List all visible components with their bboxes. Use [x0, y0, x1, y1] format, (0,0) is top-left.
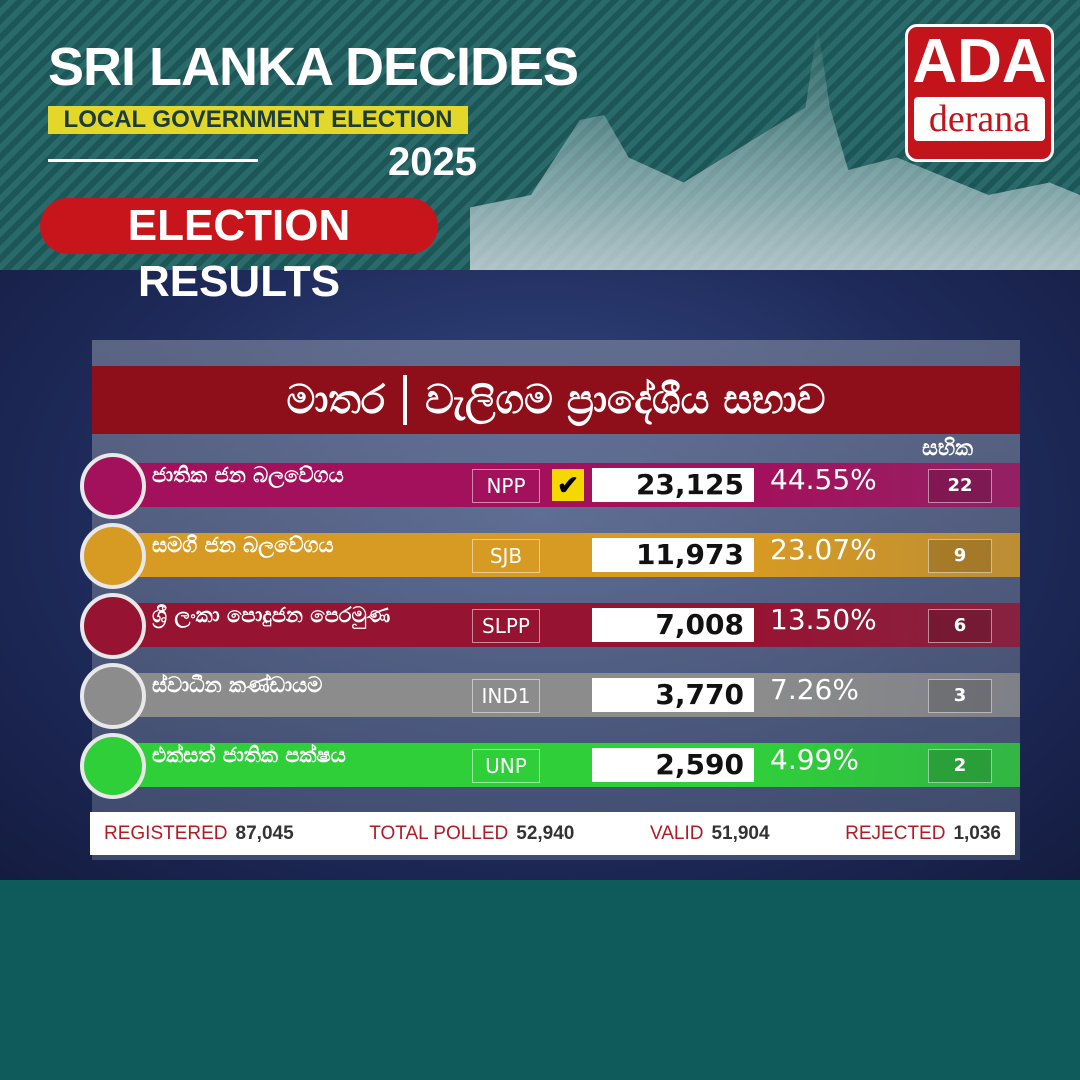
winner-check: ✔ [552, 469, 584, 501]
votes: 23,125 [592, 468, 754, 502]
subtitle: LOCAL GOVERNMENT ELECTION [48, 106, 468, 134]
party-name: සමගි ජන බලවේගය [152, 533, 334, 557]
party-name: ශ්‍රී ලංකා පොදුජන පෙරමුණ [152, 603, 391, 627]
percent: 4.99% [770, 743, 859, 776]
party-name: එක්සත් ජාතික පක්ෂය [152, 743, 346, 767]
title: SRI LANKA DECIDES [48, 37, 579, 97]
party-row: ශ්‍රී ලංකා පොදුජන පෙරමුණ SLPP 7,008 13.50% 6 [80, 593, 1020, 659]
year: 2025 [388, 140, 477, 184]
stat: REJECTED 1,036 [845, 823, 1001, 845]
stat-label: REJECTED [845, 822, 946, 844]
stat-value: 1,036 [953, 822, 1001, 844]
logo: ADA derana [905, 24, 1054, 162]
percent: 23.07% [770, 533, 877, 566]
row-background [130, 743, 1020, 787]
percent: 44.55% [770, 463, 877, 496]
seats: 3 [928, 679, 992, 713]
seats: 2 [928, 749, 992, 783]
seats: 6 [928, 609, 992, 643]
footer: REGISTERED 87,045 TOTAL POLLED 52,940 VALID 5… [90, 812, 1015, 855]
party-name: ජාතික ජන බලවේගය [152, 463, 344, 487]
stat-label: REGISTERED [104, 822, 228, 844]
stat-value: 87,045 [235, 822, 294, 844]
row-background [130, 533, 1020, 577]
party-abbr: UNP [472, 749, 540, 783]
stat: REGISTERED 87,045 [104, 823, 294, 845]
party-icon [80, 523, 146, 589]
votes: 3,770 [592, 678, 754, 712]
party-abbr: IND1 [472, 679, 540, 713]
party-row: ස්වාධීන කණ්ඩායම IND1 3,770 7.26% 3 [80, 663, 1020, 729]
seats: 9 [928, 539, 992, 573]
divider [403, 375, 408, 425]
party-icon [80, 733, 146, 799]
party-abbr: SLPP [472, 609, 540, 643]
votes: 7,008 [592, 608, 754, 642]
party-icon [80, 663, 146, 729]
stat-label: TOTAL POLLED [369, 822, 509, 844]
badge: ELECTION RESULTS [40, 198, 438, 306]
row-background [130, 673, 1020, 717]
stat-value: 51,904 [711, 822, 770, 844]
votes: 11,973 [592, 538, 754, 572]
row-background [130, 603, 1020, 647]
stat: TOTAL POLLED 52,940 [369, 823, 574, 845]
party-name: ස්වාධීන කණ්ඩායම [152, 673, 323, 697]
votes: 2,590 [592, 748, 754, 782]
party-icon [80, 453, 146, 519]
rule [48, 159, 258, 162]
board-title: මාතර වැලිගම ප්‍රාදේශීය සභාව [92, 366, 1020, 434]
seats-header: සභික [922, 436, 973, 461]
party-abbr: NPP [472, 469, 540, 503]
seats: 22 [928, 469, 992, 503]
party-row: එක්සත් ජාතික පක්ෂය UNP 2,590 4.99% 2 [80, 733, 1020, 799]
party-row: ජාතික ජන බලවේගය NPP ✔ 23,125 44.55% 22 [80, 453, 1020, 519]
percent: 7.26% [770, 673, 859, 706]
stat-value: 52,940 [516, 822, 575, 844]
stat: VALID 51,904 [650, 823, 770, 845]
party-icon [80, 593, 146, 659]
percent: 13.50% [770, 603, 877, 636]
party-row: සමගි ජන බලවේගය SJB 11,973 23.07% 9 [80, 523, 1020, 589]
council: වැලිගම ප්‍රාදේශීය සභාව [425, 377, 826, 423]
district: මාතර [286, 377, 386, 423]
logo-top: ADA [912, 27, 1047, 96]
stat-label: VALID [649, 822, 704, 844]
party-abbr: SJB [472, 539, 540, 573]
logo-bottom: derana [914, 97, 1045, 141]
